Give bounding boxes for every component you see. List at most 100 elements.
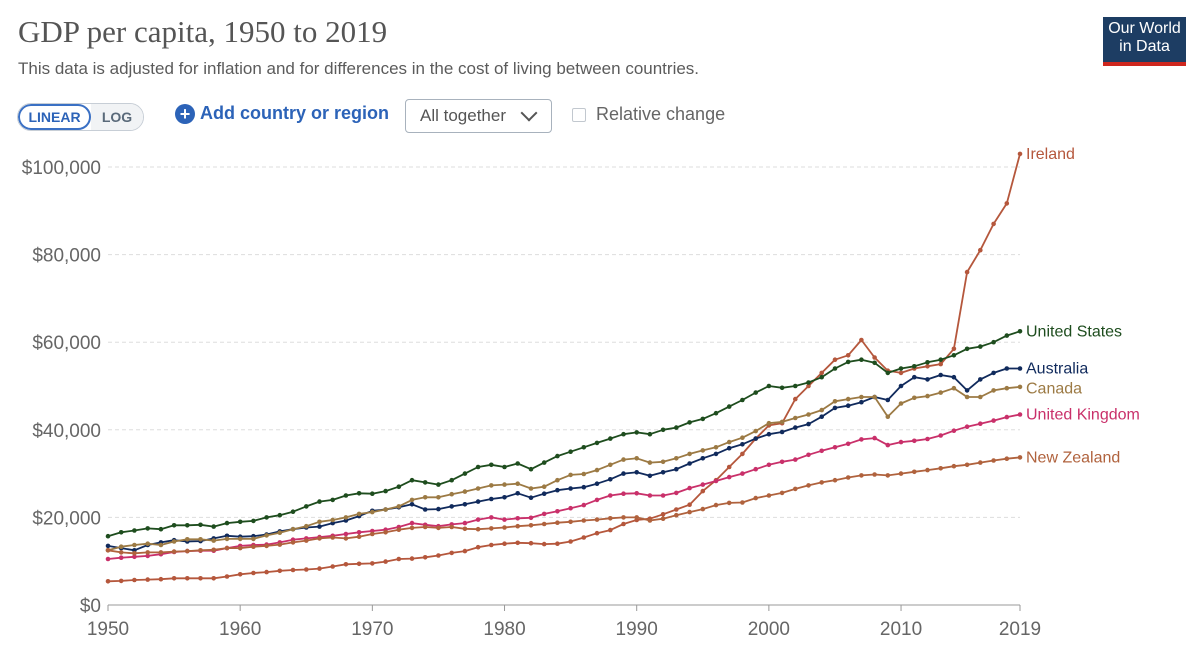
y-tick-label: $20,000 [32,508,101,529]
data-point [211,547,216,553]
data-point [290,540,296,545]
data-point [647,460,653,465]
data-point [872,472,877,477]
data-point [436,495,441,500]
data-point [779,429,785,435]
data-point [317,524,322,529]
data-point [475,464,481,470]
data-point [594,517,600,522]
data-point [991,339,996,345]
data-point [726,404,732,409]
data-point [674,507,679,512]
series-label: Ireland [1026,146,1075,163]
data-point [912,438,917,444]
series-line [107,413,1021,560]
data-point [726,474,732,480]
data-point [145,553,150,559]
data-point [132,577,137,583]
data-point [515,491,520,496]
data-point [581,484,587,490]
data-point [621,515,626,520]
data-point [859,473,864,478]
data-point [872,355,877,360]
linear-scale-button[interactable]: LINEAR [18,104,91,130]
data-point [251,518,256,524]
data-point [806,421,811,427]
data-point [1017,455,1023,460]
data-point [105,543,111,549]
relative-change-toggle[interactable]: Relative change [572,104,725,125]
data-point [237,536,243,542]
data-point [290,509,296,514]
data-point [224,520,230,526]
data-point [436,482,441,487]
data-point [475,544,481,550]
data-point [211,576,216,581]
data-point [264,533,269,538]
data-point [978,460,983,465]
data-point [819,448,824,454]
data-point [264,569,269,575]
data-point [674,512,679,518]
data-point [541,541,547,547]
data-point [502,482,507,487]
data-point [1017,384,1023,390]
data-point [105,556,111,562]
data-point [171,549,177,554]
data-point [832,366,838,371]
data-point [740,451,745,457]
data-point [753,466,758,472]
data-point [290,567,296,573]
data-point [779,459,785,465]
data-point [145,526,150,531]
data-point [568,505,573,511]
data-point [951,463,957,469]
log-scale-button[interactable]: LOG [91,104,143,130]
data-point [687,420,692,425]
facet-dropdown[interactable]: All together [405,99,552,133]
data-point [581,502,587,508]
relative-change-label: Relative change [596,104,726,124]
data-point [951,374,957,380]
data-point [687,509,692,515]
data-point [832,405,838,411]
data-point [793,425,798,430]
data-point [462,526,468,532]
data-point [753,390,758,395]
data-point [211,538,216,543]
add-country-button[interactable]: + Add country or region [175,103,389,124]
data-point [171,576,177,581]
data-point [634,515,639,520]
data-point [621,471,626,476]
data-point [1004,333,1010,338]
y-tick-label: $60,000 [32,333,101,354]
data-point [872,435,877,441]
data-point [951,385,957,391]
data-point [568,486,573,491]
x-tick-label: 1970 [351,619,393,640]
series-label: Canada [1026,381,1082,398]
data-point [872,394,877,400]
data-point [1017,151,1023,157]
data-point [330,564,336,569]
data-point [185,523,190,528]
relative-change-checkbox[interactable] [572,107,586,122]
data-point [660,493,666,498]
data-point [608,477,613,482]
owid-logo[interactable]: Our World in Data [1103,17,1186,66]
data-point [925,377,930,382]
data-point [806,383,811,389]
data-point [528,540,534,546]
data-point [740,442,745,447]
data-point [356,561,362,567]
data-point [462,471,468,476]
data-point [766,383,772,389]
data-point [964,424,970,430]
data-point [674,466,679,472]
data-point [528,486,534,491]
data-point [700,448,706,453]
data-point [898,401,904,406]
data-point [925,436,930,442]
data-point [978,394,983,400]
data-point [594,440,600,446]
